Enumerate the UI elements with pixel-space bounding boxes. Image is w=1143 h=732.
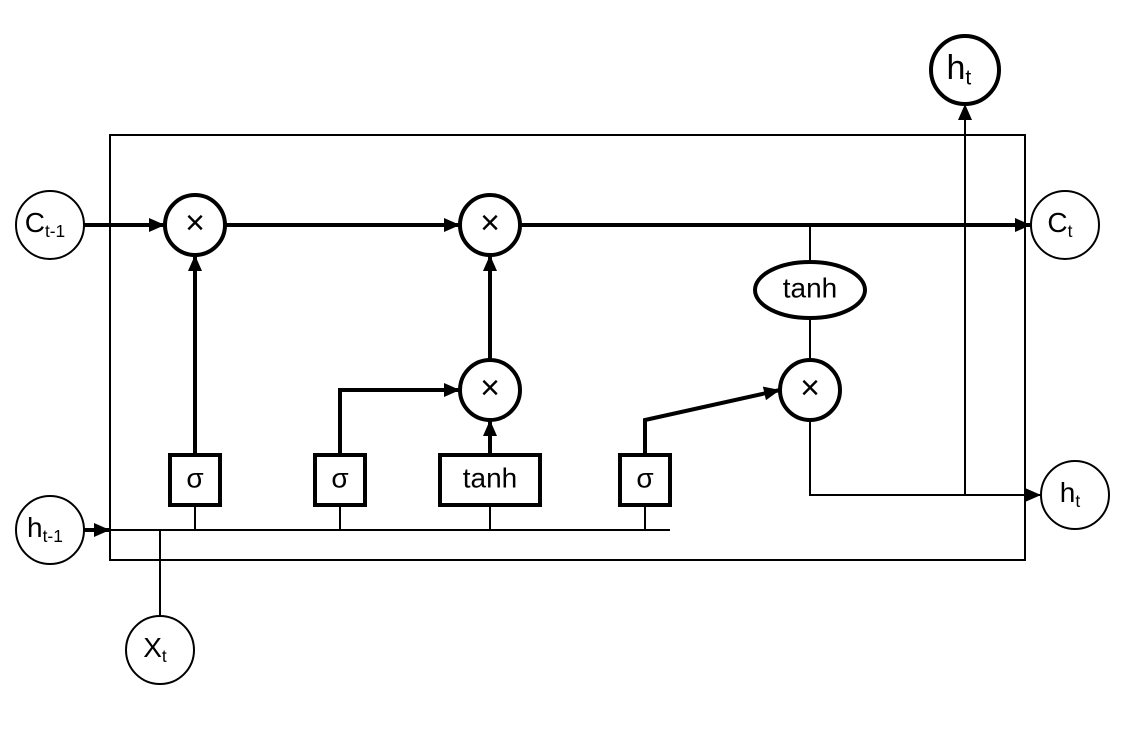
label-sigma_f: σ [186, 462, 203, 493]
edge-e_so_muloh [645, 390, 780, 455]
node-tanh_g: tanh [440, 455, 540, 505]
node-h_top: ht [931, 36, 999, 104]
node-sigma_i: σ [315, 455, 365, 505]
lstm-diagram: Ct-1 ht-1 Xt Ct ht ht × × × × tanh σ σ tanh σ [0, 0, 1143, 732]
edge-e_si_mulig [340, 390, 460, 455]
label-tanh_c: tanh [783, 272, 838, 303]
node-tanh_c: tanh [755, 262, 865, 318]
label-mul_ic: × [480, 204, 500, 242]
node-h_out: ht [1041, 461, 1109, 529]
edge-e_muloh_hbus [810, 420, 870, 495]
label-mul_oh: × [800, 369, 820, 407]
node-c_out: Ct [1031, 191, 1099, 259]
node-c_prev: Ct-1 [16, 191, 84, 259]
node-sigma_o: σ [620, 455, 670, 505]
node-mul_fc: × [165, 195, 225, 255]
label-sigma_o: σ [636, 462, 653, 493]
label-mul_fc: × [185, 204, 205, 242]
node-mul_oh: × [780, 360, 840, 420]
node-mul_ic: × [460, 195, 520, 255]
node-mul_ig: × [460, 360, 520, 420]
label-tanh_g: tanh [463, 462, 518, 493]
node-x_t: Xt [126, 616, 194, 684]
node-sigma_f: σ [170, 455, 220, 505]
node-h_prev: ht-1 [16, 496, 84, 564]
label-sigma_i: σ [331, 462, 348, 493]
label-mul_ig: × [480, 369, 500, 407]
lstm-cell-box [110, 135, 1025, 560]
